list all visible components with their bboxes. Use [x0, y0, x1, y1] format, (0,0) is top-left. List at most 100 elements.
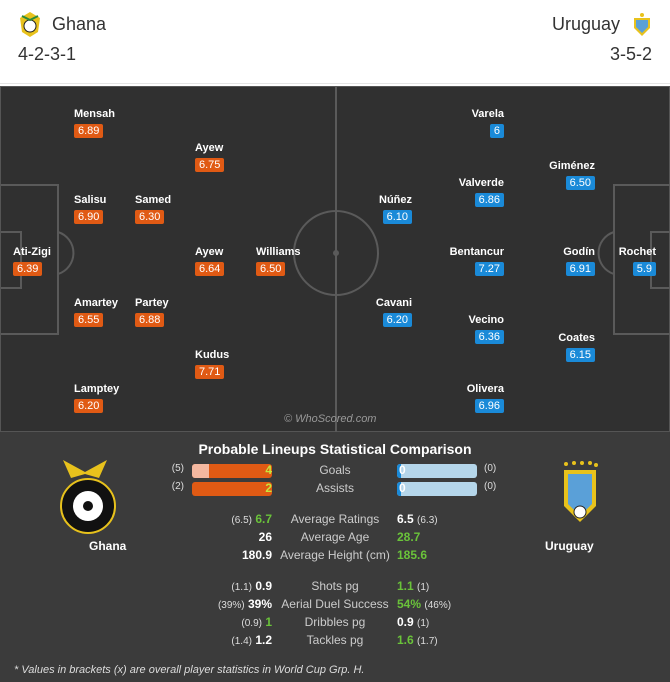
player-name: Coates — [558, 332, 595, 344]
player-away[interactable]: Godín 6.91 — [563, 246, 595, 276]
home-bar — [192, 464, 272, 478]
player-home[interactable]: Salisu 6.90 — [74, 194, 106, 224]
statistical-comparison: Probable Lineups Statistical Comparison … — [0, 432, 670, 682]
home-overall: (6.5) — [231, 515, 252, 526]
player-away[interactable]: Núñez 6.10 — [379, 194, 412, 224]
player-rating: 6.10 — [382, 210, 412, 224]
player-away[interactable]: Valverde 6.86 — [459, 177, 504, 207]
home-bar — [192, 482, 272, 496]
home-value: 4 — [265, 463, 272, 477]
home-overall: (1.1) — [231, 582, 252, 593]
player-name: Salisu — [74, 194, 107, 206]
player-rating: 6.39 — [13, 262, 43, 276]
player-rating: 7.71 — [195, 365, 225, 379]
ghana-crest-icon — [20, 12, 40, 37]
player-away[interactable]: Olivera 6.96 — [467, 383, 504, 413]
away-value: 0 — [399, 463, 406, 477]
stat-row: (1.1) 0.9 Shots pg 1.1 (1) — [0, 579, 670, 595]
player-home[interactable]: Amartey 6.55 — [74, 297, 118, 327]
player-name: Varela — [471, 108, 504, 120]
whoscored-watermark: © WhoScored.com — [284, 413, 377, 425]
home-value: 2 — [265, 481, 272, 495]
away-overall: (0) — [484, 463, 497, 474]
home-bar-overall — [192, 464, 209, 478]
player-rating: 6.20 — [382, 313, 412, 327]
away-value: 1.1 — [397, 579, 414, 593]
home-team-name[interactable]: Ghana — [52, 14, 107, 34]
player-name: Valverde — [458, 177, 504, 189]
player-name: Mensah — [74, 108, 115, 120]
comparison-title: Probable Lineups Statistical Comparison — [198, 441, 472, 457]
player-rating: 6 — [489, 124, 504, 138]
player-home[interactable]: Ati-Zigi 6.39 — [13, 246, 51, 276]
player-away[interactable]: Vecino 6.36 — [469, 314, 504, 344]
player-rating: 6.55 — [74, 313, 104, 327]
player-home[interactable]: Samed 6.30 — [135, 194, 171, 224]
away-overall: (6.3) — [417, 515, 438, 526]
away-bar-fill — [397, 464, 401, 478]
home-overall: (2) — [171, 481, 184, 492]
stat-label: Average Height (cm) — [280, 548, 390, 562]
player-name: Bentancur — [449, 246, 504, 258]
player-home[interactable]: Kudus 7.71 — [195, 349, 229, 379]
player-away[interactable]: Cavani 6.20 — [376, 297, 412, 327]
stat-label: Assists — [315, 481, 354, 495]
away-overall: (0) — [484, 481, 497, 492]
home-value: 0.9 — [255, 579, 272, 593]
stat-row: (39%) 39% Aerial Duel Success 54% (46%) — [0, 597, 670, 613]
away-value: 0.9 — [397, 615, 414, 629]
player-name: Amartey — [74, 297, 119, 309]
stat-label: Tackles pg — [306, 633, 364, 647]
player-rating: 6.36 — [474, 330, 504, 344]
player-name: Olivera — [466, 383, 504, 395]
uruguay-badge-icon — [564, 461, 598, 522]
player-away[interactable]: Giménez 6.50 — [549, 160, 595, 190]
away-value: 28.7 — [397, 530, 421, 544]
home-team-label: Ghana — [89, 539, 127, 553]
stat-row: (0.9) 1 Dribbles pg 0.9 (1) — [0, 615, 670, 631]
player-rating: 6.50 — [565, 176, 595, 190]
footnote: * Values in brackets (x) are overall pla… — [14, 664, 365, 676]
player-name: Godín — [563, 246, 595, 258]
away-overall: (1.7) — [417, 636, 438, 647]
player-home[interactable]: Ayew 6.75 — [195, 142, 225, 172]
player-rating: 7.27 — [474, 262, 504, 276]
stat-label: Shots pg — [311, 579, 359, 593]
away-value: 54% — [397, 597, 422, 611]
player-name: Kudus — [195, 349, 230, 361]
home-value: 180.9 — [241, 548, 272, 562]
home-value: 1 — [265, 615, 272, 629]
player-name: Núñez — [379, 194, 412, 206]
stat-row: (6.5) 6.7 Average Ratings 6.5 (6.3) — [0, 512, 670, 528]
away-overall: (46%) — [424, 600, 452, 611]
away-value: 0 — [399, 481, 406, 495]
player-name: Ati-Zigi — [13, 246, 51, 258]
player-name: Samed — [135, 194, 172, 206]
stat-row: 26 Average Age 28.7 — [0, 530, 670, 546]
player-name: Rochet — [618, 246, 656, 258]
player-rating: 6.20 — [74, 399, 104, 413]
player-name: Lamptey — [74, 383, 120, 395]
player-away[interactable]: Bentancur 7.27 — [450, 246, 504, 276]
player-home[interactable]: Ayew 6.64 — [195, 246, 225, 276]
player-away[interactable]: Coates 6.15 — [558, 332, 595, 362]
stat-label: Dribbles pg — [304, 615, 366, 629]
uruguay-crest-icon — [634, 13, 650, 36]
player-rating: 6.75 — [195, 158, 225, 172]
away-value: 6.5 — [397, 512, 414, 526]
player-home[interactable]: Mensah 6.89 — [74, 108, 115, 138]
away-bar — [397, 464, 477, 478]
player-name: Vecino — [468, 314, 504, 326]
away-value: 1.6 — [397, 633, 414, 647]
away-team-name[interactable]: Uruguay — [551, 14, 620, 34]
player-away[interactable]: Rochet 5.9 — [619, 246, 656, 276]
player-rating: 6.15 — [565, 348, 595, 362]
player-rating: 6.96 — [474, 399, 504, 413]
player-home[interactable]: Partey 6.88 — [135, 297, 169, 327]
home-value: 6.7 — [255, 512, 272, 526]
home-value: 1.2 — [255, 633, 272, 647]
player-away[interactable]: Varela 6 — [472, 108, 504, 138]
player-home[interactable]: Lamptey 6.20 — [74, 383, 119, 413]
player-home[interactable]: Williams 6.50 — [256, 246, 301, 276]
player-rating: 6.88 — [135, 313, 165, 327]
